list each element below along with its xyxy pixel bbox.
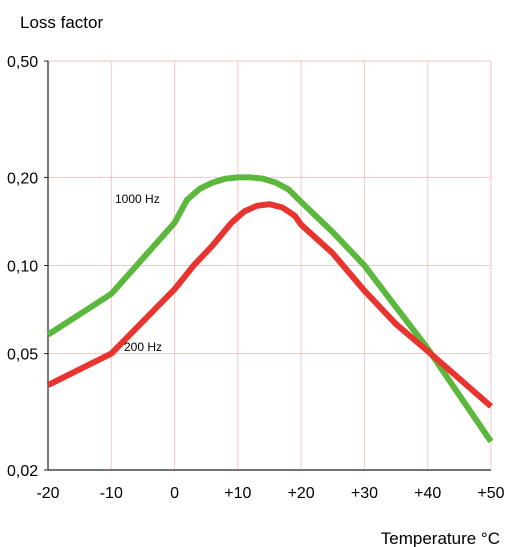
series-lines [46, 174, 494, 444]
y-tick-label: 0,02 [7, 463, 38, 480]
tick-labels: -20 -10 0 +10 +20 +30 +40 +50 0,02 0,05 0,10 0,20 0,… [7, 54, 505, 502]
y-tick-label: 0,05 [7, 347, 38, 364]
x-tick-label: +50 [477, 485, 504, 502]
y-axis-title: Loss factor [20, 13, 103, 32]
x-tick-label: -20 [36, 485, 59, 502]
series-label-200hz: 200 Hz [124, 340, 162, 354]
series-label-1000hz: 1000 Hz [115, 192, 160, 206]
x-tick-label: +10 [224, 485, 251, 502]
y-tick-label: 0,20 [7, 170, 38, 187]
series-line-1000hz [46, 174, 494, 444]
x-axis-title: Temperature °C [381, 529, 500, 547]
x-tick-label: +30 [351, 485, 378, 502]
y-tick-label: 0,10 [7, 259, 38, 276]
x-tick-label: -10 [100, 485, 123, 502]
y-tick-label: 0,50 [7, 54, 38, 71]
x-tick-label: 0 [170, 485, 179, 502]
x-tick-label: +40 [414, 485, 441, 502]
grid [48, 60, 492, 470]
axes [44, 60, 491, 471]
x-tick-label: +20 [288, 485, 315, 502]
series-line-200hz [46, 201, 493, 409]
